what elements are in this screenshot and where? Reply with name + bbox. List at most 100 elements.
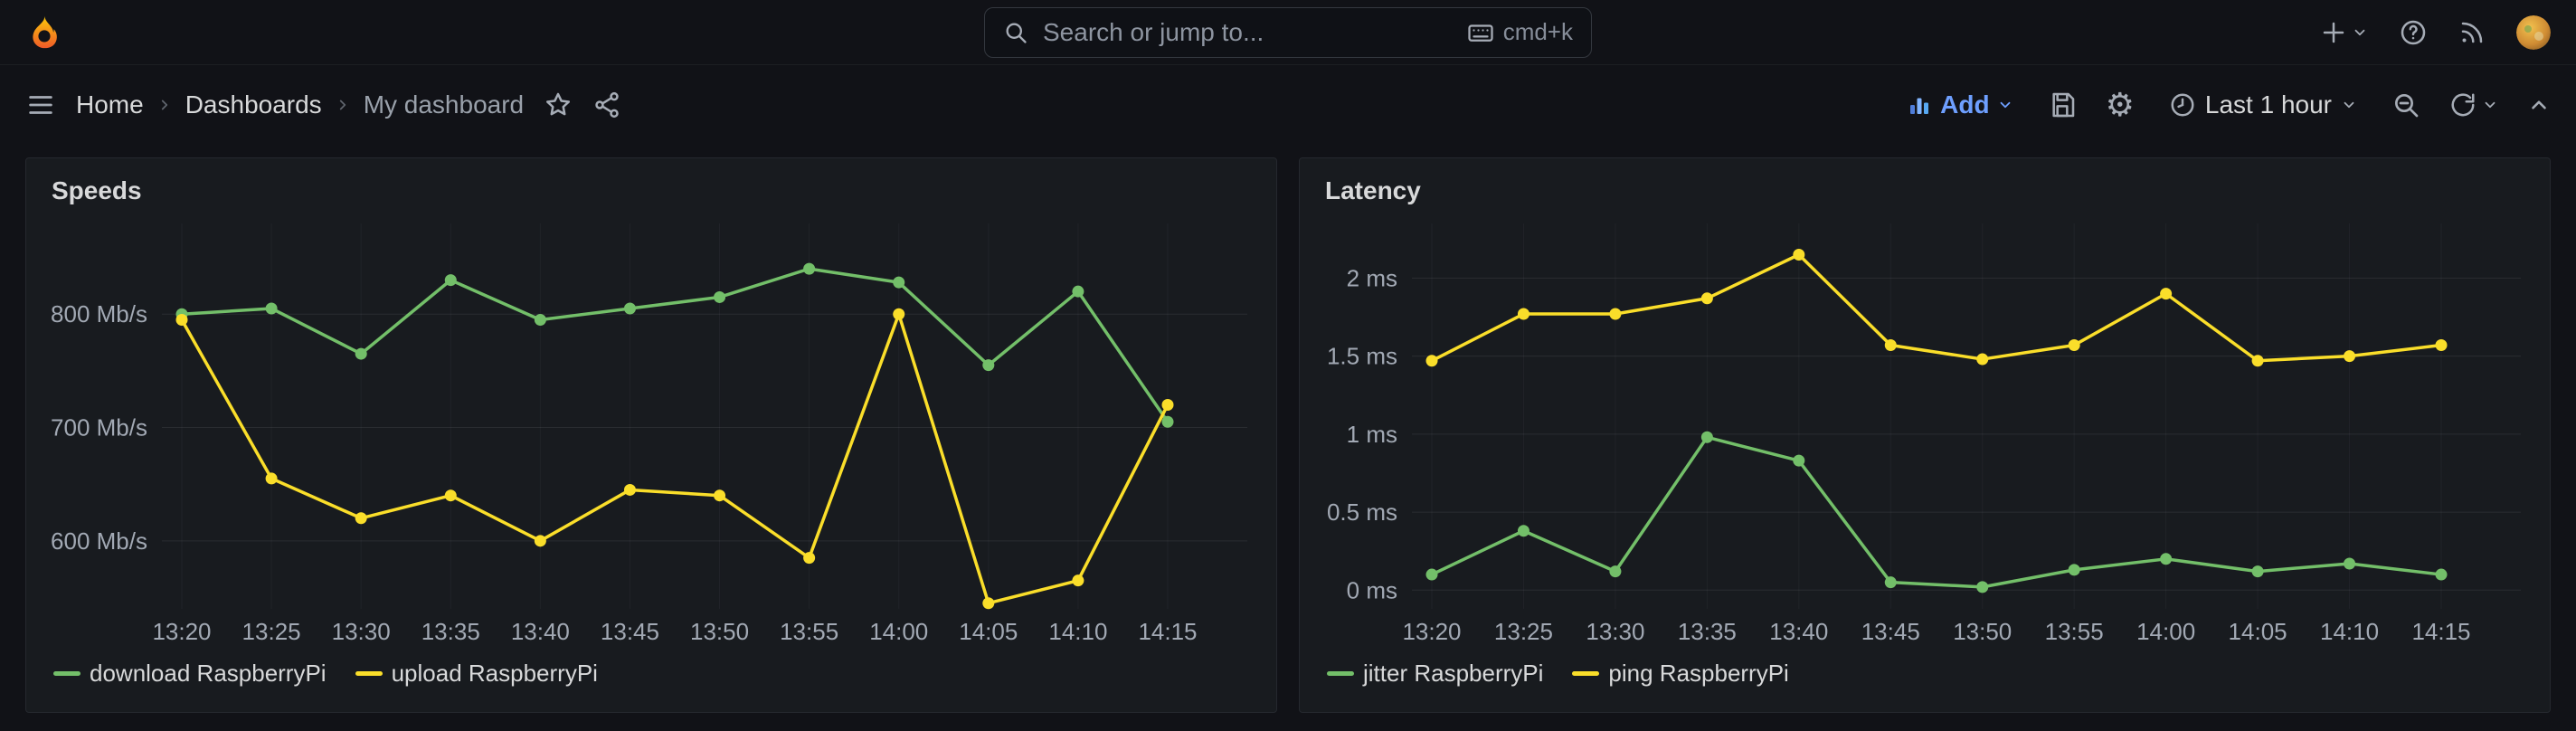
dashboard-toolbar: Home Dashboards My dashboard Add [0, 65, 2576, 145]
legend-series-marker [1572, 670, 1600, 676]
add-button-label: Add [1940, 90, 1990, 119]
chart-speeds[interactable]: 13:20 13:25 13:30 13:35 13:40 13:45 13:50 13:55… [44, 207, 1258, 652]
svg-text:13:45: 13:45 [601, 618, 659, 645]
svg-text:14:10: 14:10 [2320, 618, 2379, 645]
search-icon [1006, 23, 1027, 43]
legend-series-marker [355, 670, 383, 676]
chevron-down-icon [2354, 29, 2365, 35]
new-menu-button[interactable] [2320, 19, 2368, 46]
news-button[interactable] [2458, 19, 2486, 46]
chevron-right-icon [156, 97, 173, 113]
chevron-right-icon [335, 97, 351, 113]
svg-text:0.5 ms: 0.5 ms [1327, 498, 1397, 526]
breadcrumb-dashboards[interactable]: Dashboards [185, 90, 322, 119]
svg-text:800 Mb/s: 800 Mb/s [51, 300, 147, 328]
rss-icon [2461, 22, 2483, 43]
favorite-star-button[interactable] [544, 90, 573, 119]
svg-text:700 Mb/s: 700 Mb/s [51, 414, 147, 441]
breadcrumb-home[interactable]: Home [76, 90, 144, 119]
help-circle-icon [2401, 20, 2426, 44]
legend-item[interactable]: ping RaspberryPi [1572, 659, 1789, 688]
user-avatar[interactable] [2516, 14, 2551, 50]
share-icon [595, 91, 619, 119]
breadcrumb-current: My dashboard [363, 90, 525, 119]
chart-latency[interactable]: 13:20 13:25 13:30 13:35 13:40 13:45 13:50 13:55… [1318, 207, 2532, 652]
legend-item[interactable]: upload RaspberryPi [355, 660, 598, 688]
svg-text:0 ms: 0 ms [1347, 576, 1397, 603]
legend-item[interactable]: jitter RaspberryPi [1327, 660, 1543, 688]
time-range-label: Last 1 hour [2204, 90, 2332, 119]
svg-text:13:55: 13:55 [780, 618, 838, 645]
svg-text:14:05: 14:05 [2229, 618, 2287, 645]
svg-text:13:25: 13:25 [1494, 618, 1553, 645]
chevron-down-icon [2000, 101, 2011, 109]
svg-text:1.5 ms: 1.5 ms [1327, 343, 1397, 370]
svg-text:13:50: 13:50 [690, 618, 749, 645]
star-icon [546, 92, 571, 116]
refresh-interval-dropdown[interactable] [2482, 97, 2498, 113]
svg-text:13:30: 13:30 [1586, 618, 1644, 645]
svg-text:13:20: 13:20 [152, 618, 211, 645]
svg-text:14:00: 14:00 [2136, 618, 2195, 645]
legend-series-label: download RaspberryPi [90, 659, 327, 687]
svg-text:13:45: 13:45 [1861, 618, 1920, 645]
grafana-logo[interactable] [25, 14, 63, 52]
top-nav-bar: cmd+k [0, 0, 2576, 65]
svg-text:13:35: 13:35 [1678, 618, 1737, 645]
add-panel-button[interactable]: Add [1900, 90, 2018, 120]
time-range-picker[interactable]: Last 1 hour [2164, 90, 2363, 120]
legend-series-marker [53, 670, 80, 676]
dashboard-grid: Speeds 13:20 13:25 13:30 13:35 13:40 13:45 13:… [0, 145, 2576, 713]
svg-text:14:05: 14:05 [959, 618, 1018, 645]
keyboard-icon [1468, 24, 1493, 42]
svg-text:14:00: 14:00 [869, 618, 928, 645]
svg-text:600 Mb/s: 600 Mb/s [51, 527, 147, 555]
search-input[interactable]: cmd+k [984, 6, 1592, 58]
svg-text:2 ms: 2 ms [1347, 264, 1397, 291]
chevron-up-icon [2532, 100, 2546, 109]
svg-text:13:30: 13:30 [332, 618, 391, 645]
svg-text:14:15: 14:15 [2411, 618, 2470, 645]
svg-text:13:20: 13:20 [1402, 618, 1461, 645]
dashboard-settings-button[interactable]: ⚙ [2105, 86, 2135, 123]
legend-series-label: ping RaspberryPi [1608, 659, 1789, 687]
legend-series-marker [1327, 670, 1354, 676]
svg-text:13:35: 13:35 [421, 618, 480, 645]
hamburger-icon [29, 96, 52, 114]
panel-title[interactable]: Latency [1325, 176, 1421, 204]
zoom-out-icon [2395, 94, 2419, 118]
search-field[interactable] [1041, 16, 1454, 48]
bar-chart-icon [1910, 98, 1929, 114]
legend-item[interactable]: download RaspberryPi [53, 660, 327, 688]
save-icon [2052, 92, 2074, 118]
help-button[interactable] [2399, 18, 2428, 47]
legend-series-label: jitter RaspberryPi [1363, 659, 1544, 687]
panel-latency: Latency 13:20 13:25 13:30 13:35 13:40 13:45 13… [1299, 157, 2551, 713]
svg-text:1 ms: 1 ms [1347, 421, 1397, 448]
plus-icon [2323, 22, 2344, 43]
mega-menu-button[interactable] [25, 90, 56, 120]
legend-series-label: upload RaspberryPi [391, 659, 598, 687]
chevron-down-icon [2485, 101, 2496, 109]
svg-text:13:55: 13:55 [2045, 618, 2104, 645]
svg-text:14:10: 14:10 [1048, 618, 1107, 645]
search-shortcut: cmd+k [1467, 18, 1573, 46]
save-dashboard-button[interactable] [2048, 90, 2077, 119]
refresh-icon [2451, 93, 2475, 117]
panel-speeds: Speeds 13:20 13:25 13:30 13:35 13:40 13:45 13:… [25, 157, 1277, 713]
svg-text:14:15: 14:15 [1138, 618, 1197, 645]
search-shortcut-label: cmd+k [1502, 18, 1573, 45]
clock-icon [2171, 93, 2194, 117]
legend: download RaspberryPi upload RaspberryPi [44, 652, 1258, 694]
panel-title[interactable]: Speeds [52, 176, 142, 204]
collapse-toolbar-button[interactable] [2527, 93, 2551, 117]
svg-text:13:40: 13:40 [1769, 618, 1828, 645]
svg-text:13:25: 13:25 [242, 618, 301, 645]
zoom-out-button[interactable] [2391, 90, 2420, 119]
share-button[interactable] [592, 90, 621, 119]
legend: jitter RaspberryPi ping RaspberryPi [1318, 652, 2532, 694]
breadcrumb: Home Dashboards My dashboard [76, 90, 524, 119]
refresh-button[interactable] [2449, 91, 2477, 119]
chevron-down-icon [2344, 101, 2354, 109]
svg-text:13:50: 13:50 [1953, 618, 2012, 645]
